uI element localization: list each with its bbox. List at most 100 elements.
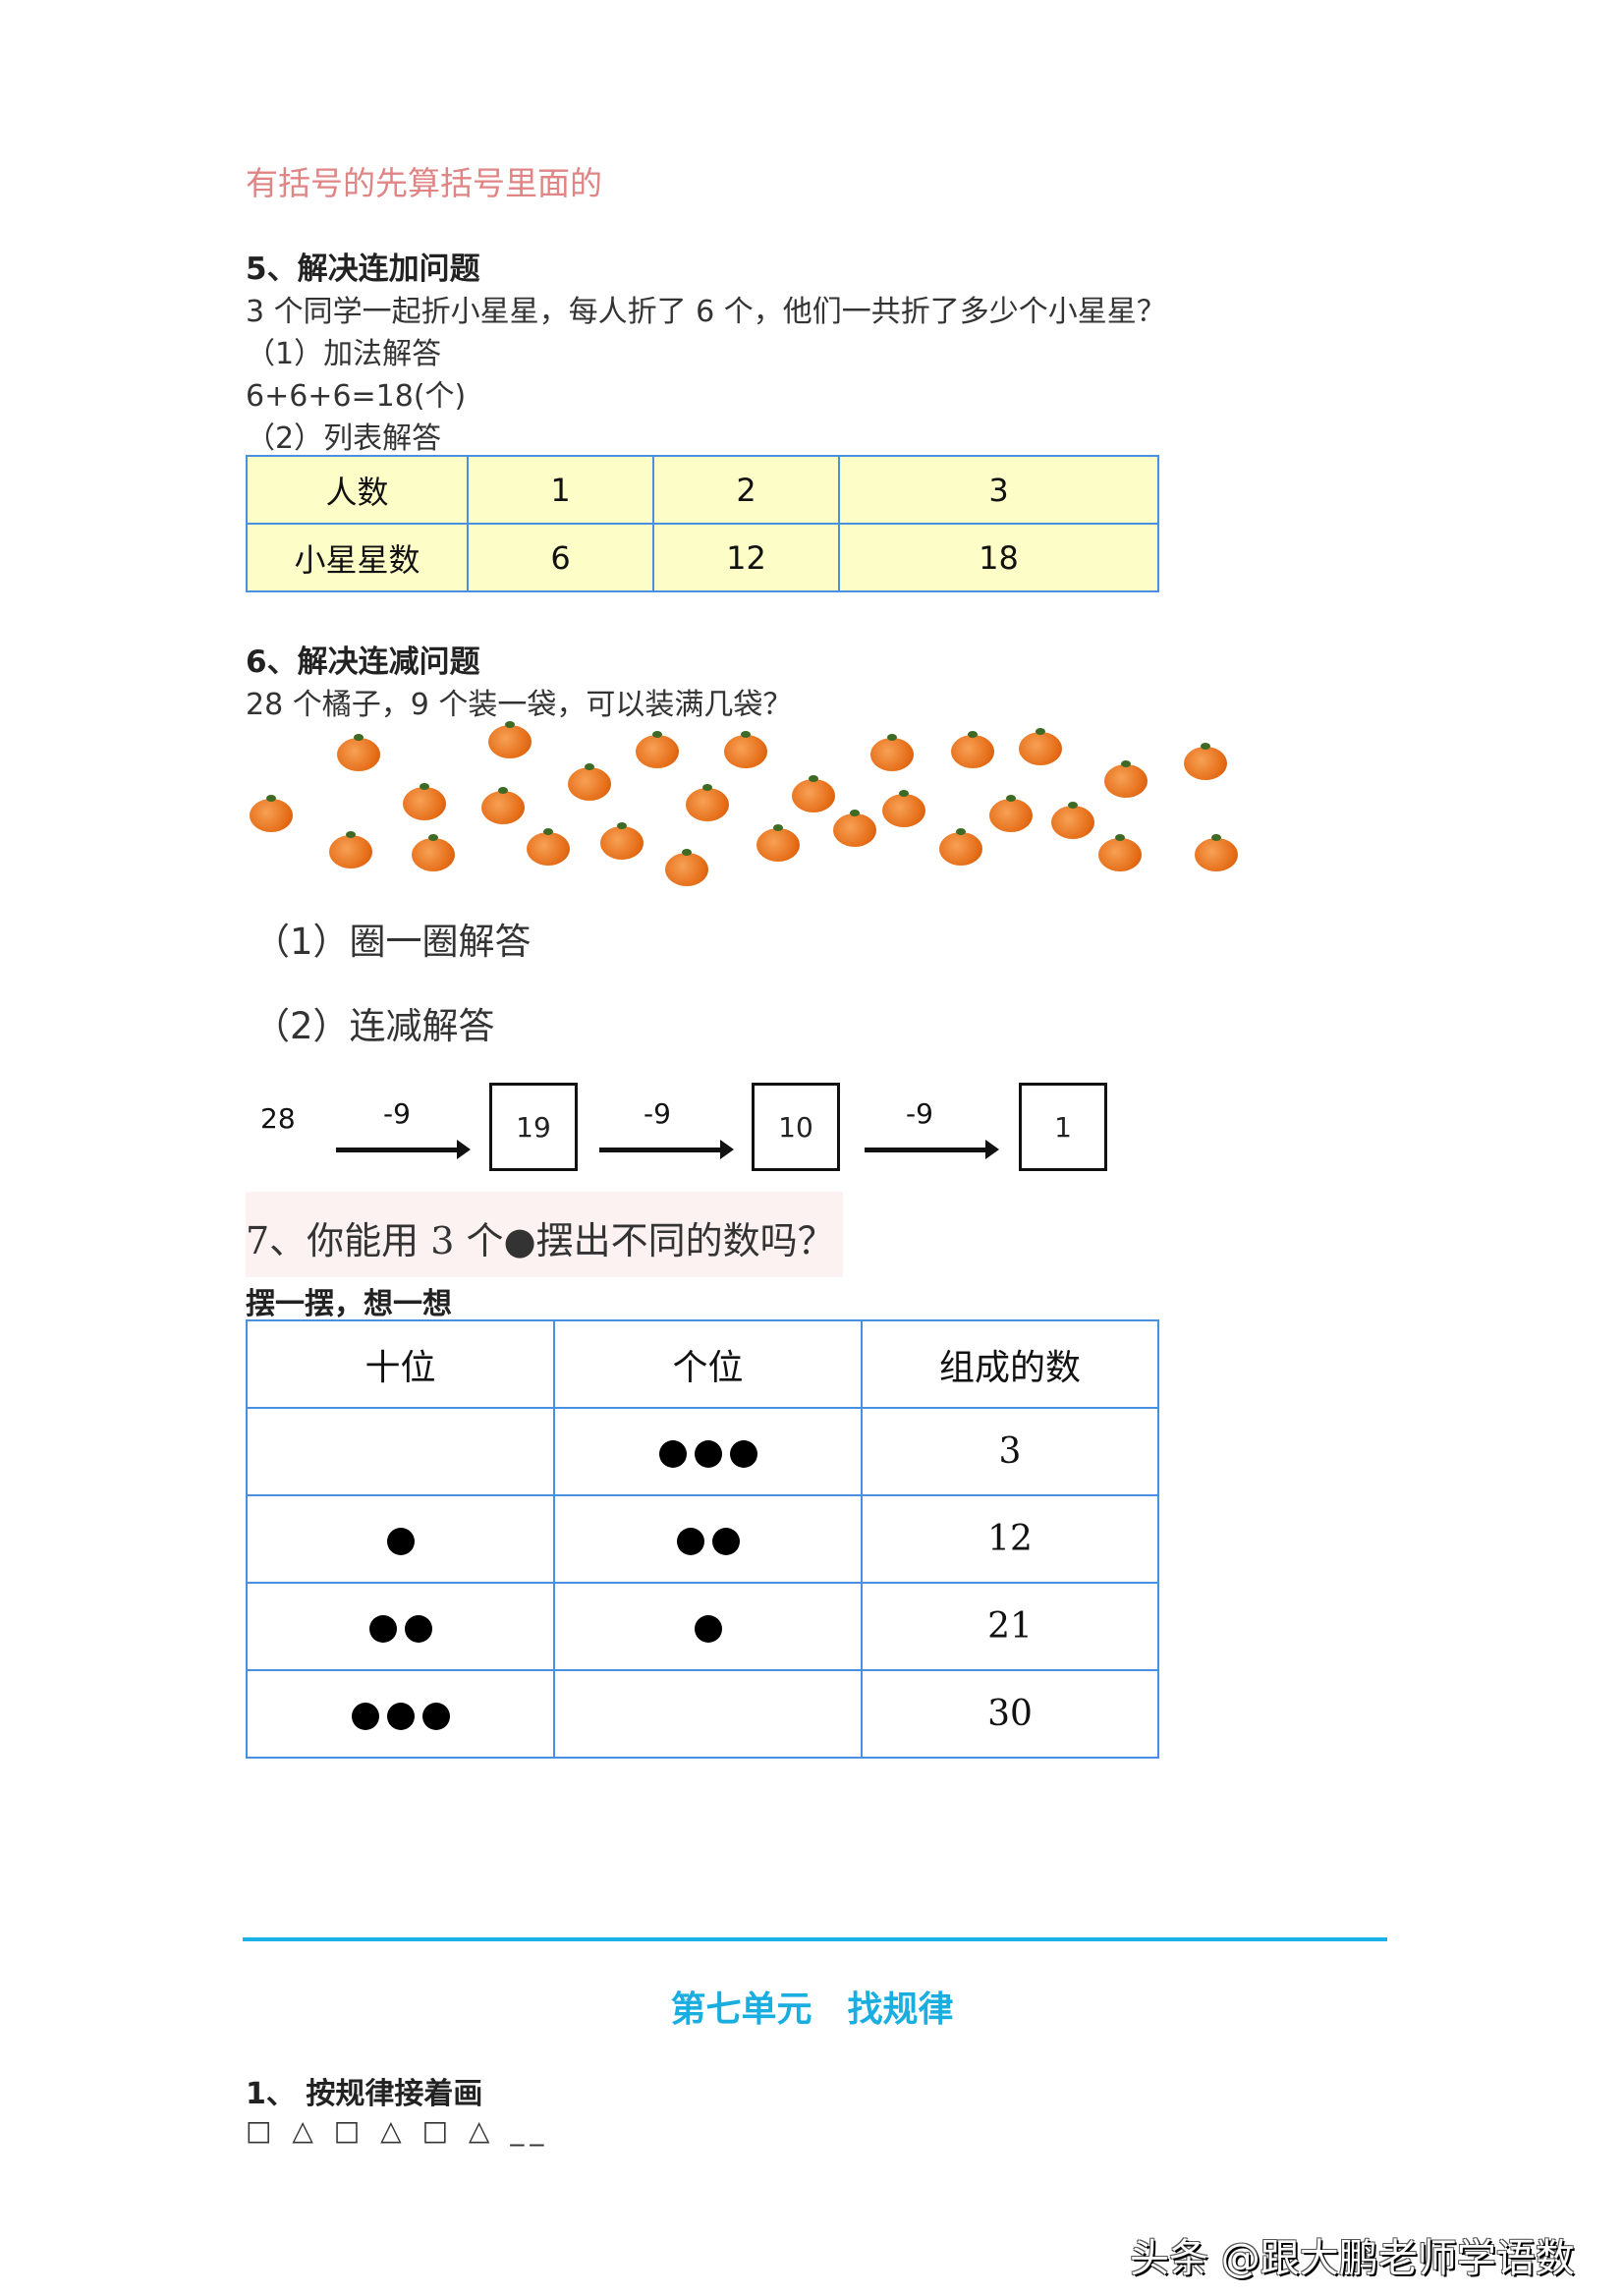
- unit7-title: 第七单元 找规律: [670, 1989, 954, 2030]
- q7-highlight: [246, 1192, 843, 1277]
- table-header-row: 十位 个位 组成的数: [246, 1319, 1159, 1409]
- orange-icon: [939, 828, 982, 866]
- orange-icon: [665, 849, 708, 886]
- chain-result-box: 19: [489, 1083, 578, 1171]
- chain-result-box: 1: [1019, 1083, 1107, 1171]
- bead-icon: [676, 1528, 704, 1555]
- orange-icon: [724, 731, 767, 768]
- stars-table: 人数 1 2 3 小星星数 6 12 18: [246, 455, 1159, 592]
- table-cell: 2: [652, 455, 840, 525]
- orange-icon: [1051, 802, 1094, 839]
- orange-icon: [1019, 728, 1062, 765]
- orange-icon: [1098, 834, 1142, 871]
- chain-start: 28: [260, 1102, 296, 1135]
- orange-icon: [480, 787, 525, 824]
- number-cell: 30: [861, 1669, 1159, 1759]
- bead-icon: [658, 1440, 687, 1468]
- orange-icon: [488, 720, 532, 758]
- orange-icon: [1194, 834, 1238, 871]
- tens-cell: [246, 1494, 555, 1584]
- q6-title: 6、解决连减问题: [246, 644, 480, 680]
- table-row: 3: [246, 1407, 1159, 1496]
- arrow-icon: [599, 1140, 734, 1159]
- orange-icon: [869, 734, 914, 771]
- table-row: 21: [246, 1582, 1159, 1671]
- unit-divider: [243, 1937, 1387, 1941]
- table-cell: 6: [467, 523, 654, 592]
- ones-cell: [553, 1494, 863, 1584]
- orange-icon: [1104, 760, 1148, 798]
- table-cell: 18: [838, 523, 1159, 592]
- bead-icon: [386, 1528, 415, 1555]
- q7-subtitle: 摆一摆，想一想: [246, 1287, 452, 1321]
- q5-title: 5、解决连加问题: [246, 252, 480, 287]
- arrow-icon: [336, 1140, 471, 1159]
- orange-icon: [951, 731, 994, 768]
- header-ones: 个位: [553, 1319, 863, 1409]
- bead-icon: [351, 1703, 379, 1730]
- place-value-table: 十位 个位 组成的数 3 12 21 30: [246, 1319, 1159, 1759]
- bead-icon: [694, 1615, 722, 1643]
- bead-icon: [404, 1615, 432, 1643]
- q6-method1: （1）圈一圈解答: [253, 921, 532, 963]
- arrow-icon: [865, 1140, 999, 1159]
- bead-icon: [386, 1703, 415, 1730]
- orange-icon: [412, 834, 455, 871]
- table-cell: 人数: [246, 455, 469, 525]
- bead-icon: [368, 1615, 397, 1643]
- orange-icon: [833, 809, 876, 847]
- number-cell: 21: [861, 1582, 1159, 1671]
- orange-icon: [336, 734, 380, 771]
- orange-icon: [568, 763, 611, 801]
- unit7-q1-title: 1、 按规律接着画: [246, 2077, 483, 2111]
- orange-icon: [792, 775, 835, 812]
- orange-icon: [403, 782, 446, 820]
- q5-method1: （1）加法解答: [246, 337, 442, 371]
- header-number: 组成的数: [861, 1319, 1159, 1409]
- number-cell: 12: [861, 1494, 1159, 1584]
- table-cell: 1: [467, 455, 654, 525]
- number-cell: 3: [861, 1407, 1159, 1496]
- rule-note: 有括号的先算括号里面的: [246, 164, 602, 202]
- ones-cell: [553, 1407, 863, 1496]
- orange-icon: [686, 784, 729, 821]
- orange-icon: [527, 828, 570, 866]
- watermark: 头条 @跟大鹏老师学语数: [1130, 2236, 1575, 2281]
- orange-icon: [881, 790, 925, 827]
- table-row: 小星星数 6 12 18: [246, 523, 1159, 592]
- tens-cell: [246, 1582, 555, 1671]
- table-cell: 3: [838, 455, 1159, 525]
- bead-icon: [711, 1528, 740, 1555]
- q5-method2: （2）列表解答: [246, 421, 442, 456]
- bead-icon: [694, 1440, 722, 1468]
- tens-cell: [246, 1669, 555, 1759]
- tens-cell: [246, 1407, 555, 1496]
- orange-icon: [329, 831, 372, 868]
- table-row: 人数 1 2 3: [246, 455, 1159, 525]
- ones-cell: [553, 1582, 863, 1671]
- q6-method2: （2）连减解答: [253, 1005, 495, 1047]
- orange-icon: [756, 823, 800, 862]
- table-row: 12: [246, 1494, 1159, 1584]
- orange-icon: [989, 794, 1033, 832]
- pattern-shapes: □ △ □ △ □ △ __: [246, 2114, 550, 2147]
- q6-question: 28 个橘子，9 个装一袋，可以装满几袋？: [246, 688, 793, 722]
- header-tens: 十位: [246, 1319, 555, 1409]
- table-cell: 小星星数: [246, 523, 469, 592]
- bead-icon: [421, 1703, 450, 1730]
- orange-icon: [1184, 743, 1227, 780]
- orange-icon: [636, 731, 679, 768]
- chain-step: -9: [383, 1097, 411, 1130]
- orange-icon: [600, 822, 644, 860]
- q5-question: 3 个同学一起折小星星，每人折了 6 个，他们一共折了多少个小星星？: [246, 295, 1166, 329]
- table-cell: 12: [652, 523, 840, 592]
- orange-icon: [250, 794, 293, 832]
- chain-step: -9: [906, 1097, 933, 1130]
- ones-cell: [553, 1669, 863, 1759]
- chain-step: -9: [644, 1097, 671, 1130]
- q5-method1-answer: 6+6+6=18(个): [246, 379, 467, 414]
- chain-result-box: 10: [752, 1083, 840, 1171]
- table-row: 30: [246, 1669, 1159, 1759]
- bead-icon: [729, 1440, 757, 1468]
- q7-title: 7、你能用 3 个●摆出不同的数吗？: [246, 1219, 835, 1262]
